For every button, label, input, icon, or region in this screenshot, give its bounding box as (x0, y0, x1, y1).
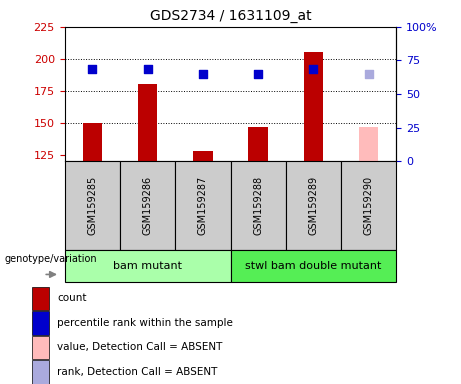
Bar (65, 250, 230, 282)
Text: percentile rank within the sample: percentile rank within the sample (57, 318, 233, 328)
Point (89, 66, 96, 72)
Text: count: count (57, 293, 87, 303)
Bar (32, 336, 49, 359)
Bar (32, 286, 49, 310)
Point (365, 71, 372, 77)
Text: GSM159285: GSM159285 (87, 176, 97, 235)
Bar (83, 123, 102, 161)
Bar (341, 161, 396, 250)
Point (254, 71, 262, 77)
Text: GSM159290: GSM159290 (364, 176, 374, 235)
Bar (248, 127, 268, 161)
Text: bam mutant: bam mutant (113, 261, 182, 271)
Bar (304, 53, 323, 161)
Bar (138, 84, 157, 161)
Point (199, 71, 207, 77)
Bar (32, 360, 49, 384)
Bar (230, 250, 396, 282)
Text: GSM159287: GSM159287 (198, 176, 208, 235)
Text: GSM159288: GSM159288 (253, 176, 263, 235)
Text: stwl bam double mutant: stwl bam double mutant (245, 261, 382, 271)
Text: genotype/variation: genotype/variation (5, 254, 97, 265)
Bar (32, 311, 49, 334)
Point (144, 66, 151, 72)
Title: GDS2734 / 1631109_at: GDS2734 / 1631109_at (150, 9, 311, 23)
Bar (120, 161, 175, 250)
Text: GSM159289: GSM159289 (308, 176, 319, 235)
Point (310, 66, 317, 72)
Bar (193, 151, 213, 161)
Bar (359, 127, 378, 161)
Text: value, Detection Call = ABSENT: value, Detection Call = ABSENT (57, 342, 223, 352)
Text: GSM159286: GSM159286 (142, 176, 153, 235)
Bar (65, 161, 120, 250)
Bar (175, 161, 230, 250)
Text: rank, Detection Call = ABSENT: rank, Detection Call = ABSENT (57, 367, 218, 377)
Bar (230, 161, 286, 250)
Bar (286, 161, 341, 250)
